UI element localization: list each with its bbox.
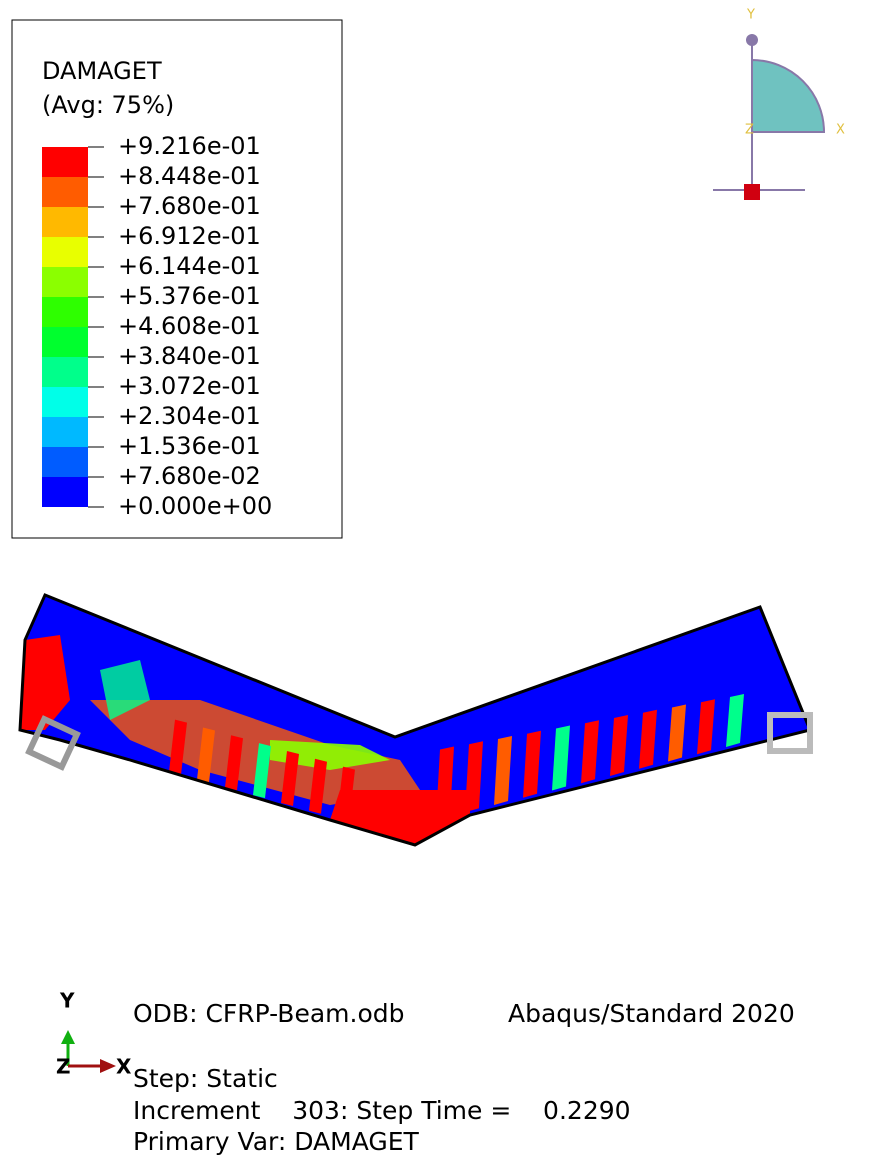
increment: Increment 303: Step Time = 0.2290 — [133, 1096, 631, 1125]
damage-stripe — [494, 736, 512, 805]
support — [767, 712, 813, 754]
legend-label: +8.448e-01 — [118, 162, 261, 190]
damage-stripe — [639, 709, 657, 769]
damage-stripe — [253, 743, 271, 799]
damage-stripe — [523, 730, 541, 798]
legend-band — [42, 417, 88, 447]
legend-label: +2.304e-01 — [118, 402, 261, 430]
legend-band — [42, 207, 88, 237]
support — [25, 715, 81, 771]
legend-label: +4.608e-01 — [118, 312, 261, 340]
legend-label: +6.912e-01 — [118, 222, 261, 250]
damage-stripe — [697, 699, 715, 755]
triad-label: Z — [56, 1055, 71, 1079]
damage-stripe — [668, 704, 686, 762]
damage-stripe — [726, 694, 744, 747]
step: Step: Static — [133, 1064, 278, 1093]
legend-band — [42, 477, 88, 507]
legend-label: +3.072e-01 — [118, 372, 261, 400]
damage-stripe — [436, 746, 454, 820]
damage-zone — [90, 700, 420, 805]
odb-name: ODB: CFRP-Beam.odb — [133, 999, 405, 1028]
legend-label: +6.144e-01 — [118, 252, 261, 280]
damage-stripe — [281, 750, 299, 806]
beam-outline — [18, 593, 813, 847]
triad-node — [746, 34, 758, 46]
beam-body — [20, 595, 810, 845]
damage-zone — [20, 635, 70, 730]
damage-stripe — [337, 766, 355, 822]
legend-subtitle: (Avg: 75%) — [42, 91, 174, 119]
damage-stripe — [225, 735, 243, 791]
damage-stripe — [610, 715, 628, 776]
legend-band — [42, 297, 88, 327]
triad-arrow — [61, 1030, 75, 1044]
triad-arrow — [100, 1059, 116, 1073]
legend-title: DAMAGET — [42, 57, 162, 85]
legend-label: +5.376e-01 — [118, 282, 261, 310]
legend-band — [42, 177, 88, 207]
damage-zone — [330, 790, 470, 845]
triad-label: X — [836, 123, 845, 138]
view-triad: Y X Z — [56, 989, 132, 1079]
legend-label: +0.000e+00 — [118, 492, 272, 520]
damage-stripe — [552, 725, 570, 791]
csys-triad: Y X Z — [713, 8, 845, 200]
legend-label: +3.840e-01 — [118, 342, 261, 370]
legend-band — [42, 387, 88, 417]
legend-label: +1.536e-01 — [118, 432, 261, 460]
legend-label: +7.680e-02 — [118, 462, 261, 490]
legend-band — [42, 147, 88, 177]
triad-label: Z — [745, 123, 754, 138]
triad-node — [744, 184, 760, 200]
triad-label: Y — [59, 989, 75, 1013]
damage-stripe — [197, 727, 215, 783]
primary-var: Primary Var: DAMAGET — [133, 1127, 420, 1156]
legend-label: +9.216e-01 — [118, 132, 261, 160]
legend-band — [42, 447, 88, 477]
version: Abaqus/Standard 2020 — [508, 999, 795, 1028]
legend-band — [42, 267, 88, 297]
damage-stripe — [581, 720, 599, 784]
legend-band — [42, 327, 88, 357]
legend-label: +7.680e-01 — [118, 192, 261, 220]
damage-stripe — [309, 758, 327, 814]
damage-stripe — [465, 741, 483, 813]
legend: +9.216e-01+8.448e-01+7.680e-01+6.912e-01… — [42, 132, 272, 520]
triad-label: Y — [746, 8, 755, 23]
beam-contour — [18, 593, 813, 847]
triad-quadrant — [751, 58, 826, 133]
triad-label: X — [116, 1055, 132, 1079]
legend-band — [42, 357, 88, 387]
legend-band — [42, 237, 88, 267]
damage-zone — [100, 660, 150, 720]
damage-stripe — [169, 719, 187, 775]
damage-zone — [270, 740, 390, 770]
